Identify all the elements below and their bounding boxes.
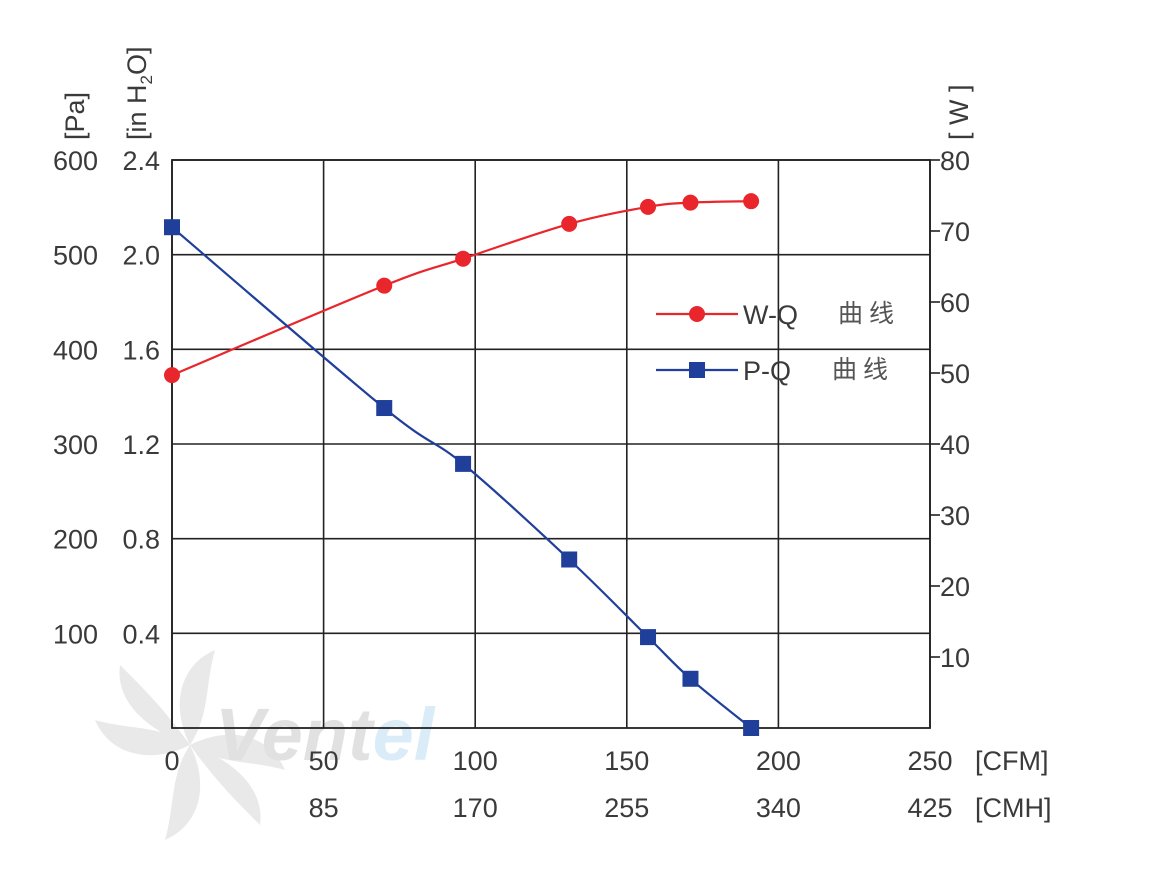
x-cfm-unit: [CFM] — [975, 746, 1049, 776]
legend-pq-marker — [689, 362, 705, 378]
y-right-w-tick: 10 — [940, 643, 970, 673]
data-point-w-q — [561, 215, 578, 232]
x-cfm-tick: 0 — [164, 746, 179, 776]
y-left-pa-tick: 600 — [53, 146, 98, 176]
x-cmh-tick: 425 — [907, 793, 952, 823]
x-cfm-tick: 150 — [604, 746, 649, 776]
legend-wq-marker — [689, 306, 705, 322]
y-right-w-tick: 50 — [940, 359, 970, 389]
plot-frame — [171, 159, 940, 729]
y-right-w-tick: 60 — [940, 288, 970, 318]
legend-wq-suffix: 曲线 — [838, 299, 900, 328]
x-cmh-tick: 85 — [309, 793, 339, 823]
data-point-w-q — [376, 277, 393, 294]
y-right-w-tick: 30 — [940, 501, 970, 531]
y-right-w-tick: 70 — [940, 217, 970, 247]
data-point-w-q — [455, 250, 472, 267]
x-cfm-tick: 200 — [756, 746, 801, 776]
data-point-p-q — [682, 670, 699, 687]
watermark-logo: Ventel — [95, 650, 436, 840]
y-left-inh2o-tick: 0.4 — [122, 619, 160, 649]
y-left-pa-tick: 200 — [53, 525, 98, 555]
y-left-pa-tick: 500 — [53, 241, 98, 271]
tick-labels: 6005004003002001002.42.01.61.20.80.48070… — [53, 146, 970, 823]
y-left-inh2o-tick: 1.2 — [122, 430, 160, 460]
x-cmh-tick: 170 — [453, 793, 498, 823]
legend: W-Q 曲线 P-Q 曲线 — [656, 299, 900, 386]
grid — [171, 159, 931, 728]
data-point-p-q — [561, 551, 578, 568]
y-right-w-tick: 40 — [940, 430, 970, 460]
watermark-text: Ventel — [215, 693, 436, 776]
series-group — [164, 193, 760, 736]
x-cfm-tick: 50 — [309, 746, 339, 776]
x-cmh-tick: 340 — [756, 793, 801, 823]
data-point-w-q — [743, 193, 760, 210]
data-point-p-q — [455, 455, 472, 472]
x-cfm-tick: 100 — [453, 746, 498, 776]
y-right-w-tick: 20 — [940, 572, 970, 602]
x-cmh-unit: [CMH] — [975, 793, 1052, 823]
data-point-w-q — [640, 198, 657, 215]
y-left-pa-tick: 300 — [53, 430, 98, 460]
x-cmh-tick: 255 — [604, 793, 649, 823]
y-left-inh2o-tick: 2.4 — [122, 146, 160, 176]
axis-units: [Pa] [in H2O] [ W ] [CFM] [CMH] — [60, 46, 1052, 823]
y-left-pa-tick: 100 — [53, 619, 98, 649]
y-right-w-unit: [ W ] — [944, 85, 974, 141]
y-left-inh2o-tick: 0.8 — [122, 525, 160, 555]
y-left-inh2o-tick: 2.0 — [122, 241, 160, 271]
legend-pq-suffix: 曲线 — [832, 355, 894, 384]
y-left-inh2o-tick: 1.6 — [122, 335, 160, 365]
y-left-pa-unit: [Pa] — [60, 92, 90, 140]
data-point-p-q — [376, 400, 393, 417]
legend-wq-label: W-Q — [743, 300, 798, 330]
data-point-p-q — [743, 720, 760, 736]
legend-pq-label: P-Q — [743, 356, 791, 386]
data-point-w-q — [682, 194, 699, 211]
data-point-p-q — [640, 629, 657, 646]
data-point-w-q — [164, 367, 180, 384]
y-left-pa-tick: 400 — [53, 335, 98, 365]
y-left-inh2o-unit: [in H2O] — [122, 46, 156, 140]
y-right-w-tick: 80 — [940, 146, 970, 176]
x-cfm-tick: 250 — [907, 746, 952, 776]
data-point-p-q — [164, 219, 180, 236]
series-line-p-q — [171, 226, 752, 729]
